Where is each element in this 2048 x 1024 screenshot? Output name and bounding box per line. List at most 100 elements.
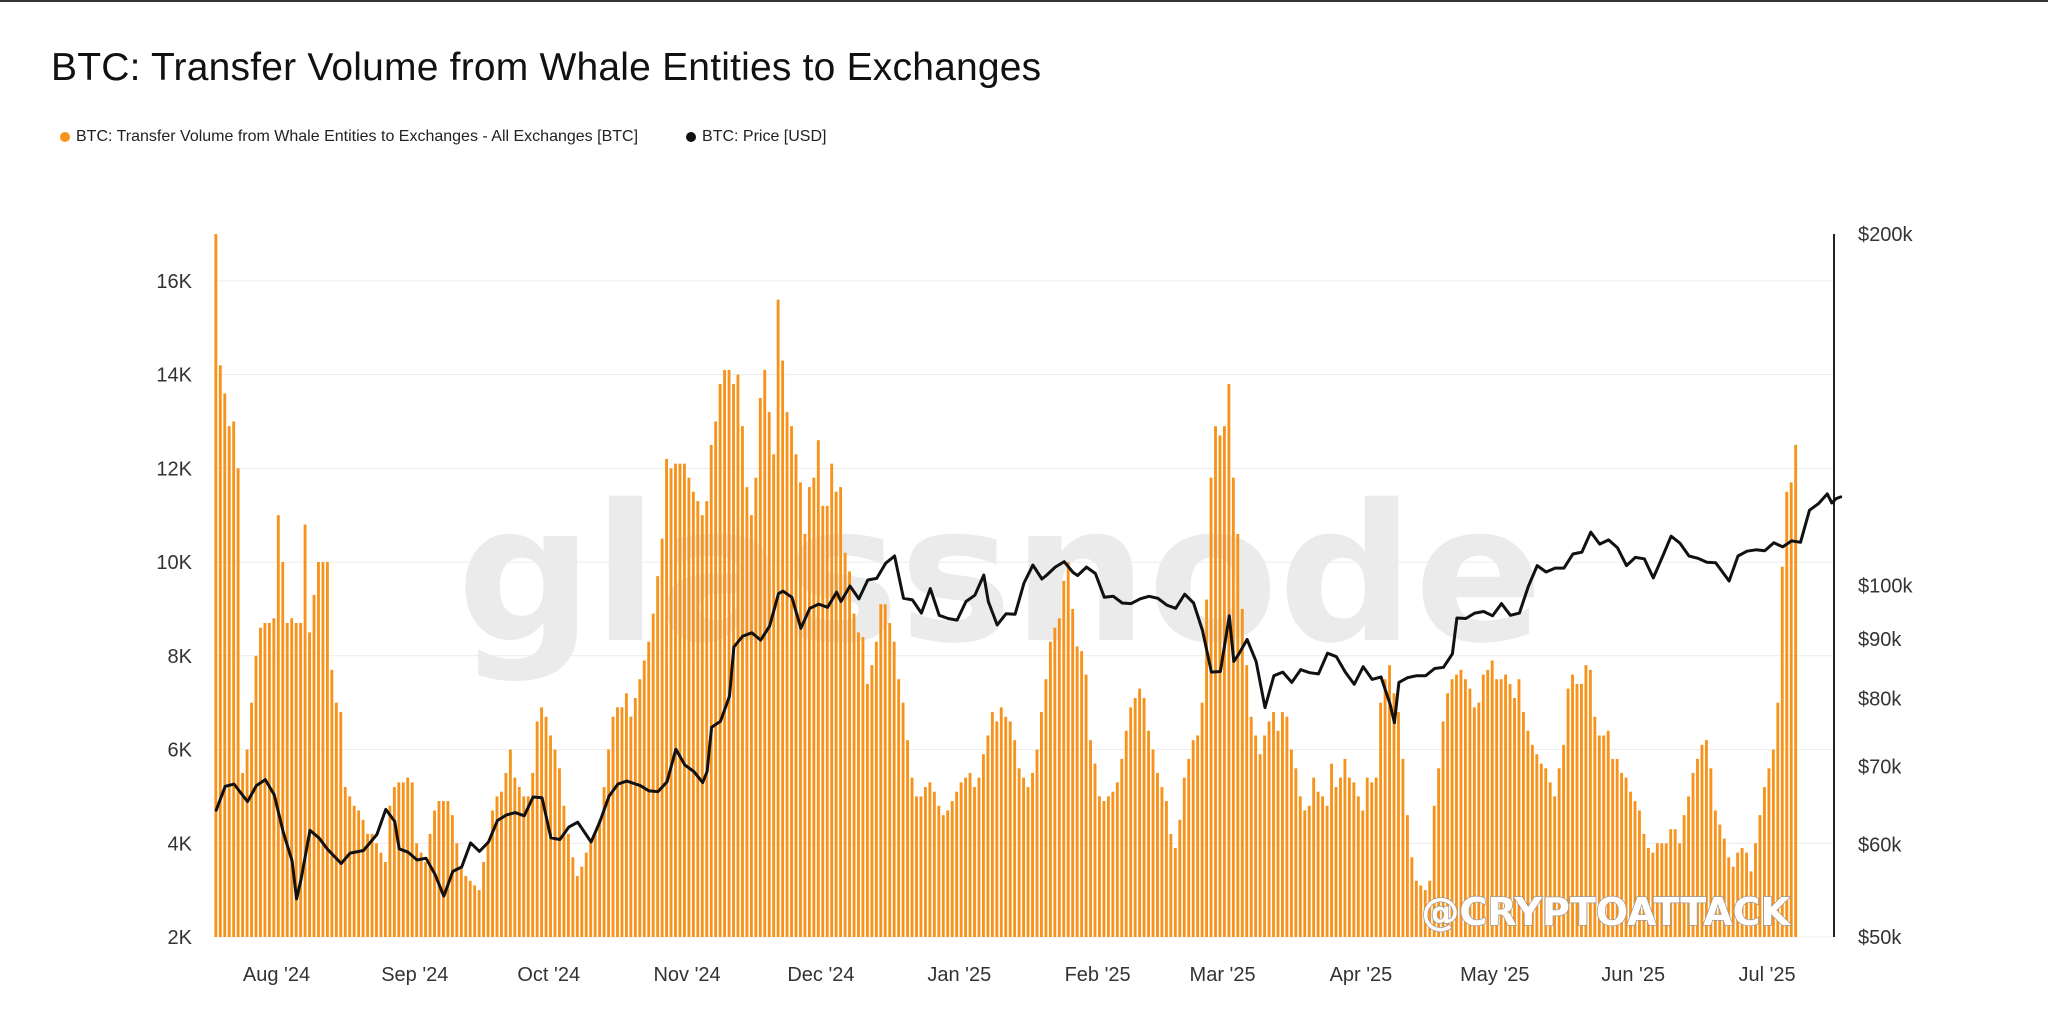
volume-bar bbox=[535, 721, 539, 937]
volume-bar bbox=[1397, 712, 1400, 937]
volume-bar bbox=[1700, 744, 1704, 937]
volume-bar bbox=[361, 819, 365, 937]
volume-bar bbox=[290, 618, 294, 937]
y-right-tick-label: $100k bbox=[1858, 576, 1913, 598]
volume-bar bbox=[803, 533, 807, 937]
volume-bar bbox=[1691, 772, 1695, 937]
volume-bar bbox=[1477, 702, 1481, 937]
volume-bar bbox=[821, 505, 825, 937]
volume-bar bbox=[932, 791, 936, 937]
volume-bar bbox=[950, 801, 954, 937]
volume-bar bbox=[1713, 810, 1717, 937]
volume-bar bbox=[1240, 608, 1244, 937]
volume-bar bbox=[1530, 744, 1534, 937]
volume-bar bbox=[1303, 810, 1307, 937]
volume-bar bbox=[1562, 744, 1566, 937]
legend-label-price: BTC: Price [USD] bbox=[702, 128, 827, 145]
legend-dot-volume bbox=[60, 132, 70, 142]
volume-bar bbox=[1031, 772, 1034, 937]
volume-bar bbox=[915, 796, 918, 937]
volume-bar bbox=[1571, 674, 1574, 937]
volume-bar bbox=[401, 782, 405, 937]
x-tick-label: Sep '24 bbox=[381, 964, 448, 986]
volume-bar bbox=[718, 383, 722, 938]
volume-bar bbox=[937, 805, 941, 937]
volume-bar bbox=[522, 796, 526, 937]
volume-bar bbox=[825, 505, 829, 937]
volume-bar bbox=[455, 843, 459, 937]
volume-bar bbox=[1687, 796, 1690, 937]
volume-bar bbox=[888, 622, 892, 937]
volume-bar bbox=[526, 796, 530, 937]
volume-bar bbox=[250, 702, 253, 937]
volume-bar bbox=[468, 880, 472, 937]
volume-bar bbox=[312, 594, 316, 937]
volume-bar bbox=[1526, 730, 1530, 937]
volume-bar bbox=[790, 426, 793, 937]
volume-bar bbox=[1245, 665, 1249, 937]
volume-bar bbox=[366, 833, 369, 937]
volume-bar bbox=[1682, 815, 1686, 937]
volume-bar bbox=[1548, 782, 1552, 937]
volume-bar bbox=[531, 772, 535, 937]
volume-bar bbox=[1334, 787, 1338, 937]
y-left-tick-label: 8K bbox=[168, 646, 193, 668]
volume-bar bbox=[665, 458, 668, 937]
volume-bar bbox=[767, 412, 771, 938]
volume-bar bbox=[1209, 477, 1213, 937]
volume-bar bbox=[1553, 796, 1557, 937]
volume-bar bbox=[1383, 679, 1387, 937]
volume-bar bbox=[1709, 768, 1713, 937]
y-left-tick-label: 2K bbox=[168, 927, 193, 949]
volume-bar bbox=[281, 562, 285, 937]
volume-bar bbox=[486, 843, 490, 937]
x-tick-label: Aug '24 bbox=[243, 964, 310, 986]
volume-bar bbox=[1098, 796, 1101, 937]
volume-bar bbox=[848, 571, 851, 937]
volume-bar bbox=[339, 712, 343, 937]
volume-bar bbox=[1624, 777, 1628, 937]
volume-bar bbox=[1236, 533, 1240, 937]
legend-dot-price bbox=[686, 132, 697, 142]
volume-bar bbox=[1450, 679, 1454, 937]
volume-bar bbox=[321, 562, 325, 937]
volume-bar bbox=[1472, 707, 1476, 937]
volume-bar bbox=[1736, 852, 1740, 937]
legend-item-price[interactable]: BTC: Price [USD] bbox=[686, 128, 826, 146]
volume-bar bbox=[227, 426, 231, 937]
volume-bar bbox=[566, 833, 570, 937]
volume-bar bbox=[397, 782, 401, 937]
volume-bar bbox=[245, 749, 249, 937]
volume-bar bbox=[1776, 702, 1780, 937]
volume-bar bbox=[504, 772, 508, 937]
volume-bar bbox=[620, 707, 624, 937]
credit-text: @CRYPTOATTACK bbox=[1421, 890, 1791, 934]
volume-bar bbox=[1289, 749, 1293, 937]
volume-bar bbox=[1754, 843, 1757, 937]
volume-bar bbox=[1169, 833, 1173, 937]
volume-bar bbox=[1655, 843, 1659, 937]
volume-bar bbox=[1463, 679, 1467, 937]
volume-bar bbox=[1615, 758, 1619, 937]
volume-bar bbox=[1133, 697, 1137, 937]
volume-bar bbox=[1401, 758, 1405, 937]
volume-bar bbox=[1294, 768, 1298, 937]
volume-bar bbox=[923, 787, 927, 937]
y-left-tick-label: 14K bbox=[156, 365, 192, 387]
volume-bar bbox=[807, 487, 811, 937]
volume-bar bbox=[500, 791, 503, 937]
volume-bar bbox=[593, 833, 597, 937]
volume-bar bbox=[1405, 815, 1409, 937]
volume-bar bbox=[1414, 880, 1418, 937]
volume-bar bbox=[540, 707, 544, 937]
volume-bar bbox=[633, 697, 637, 937]
volume-bar bbox=[1517, 679, 1521, 937]
legend-item-volume[interactable]: BTC: Transfer Volume from Whale Entities… bbox=[60, 128, 638, 146]
volume-bar bbox=[1678, 843, 1682, 937]
volume-bar bbox=[995, 721, 999, 937]
volume-bar bbox=[1365, 777, 1369, 937]
x-tick-label: Feb '25 bbox=[1065, 964, 1131, 986]
volume-bar bbox=[285, 622, 289, 937]
volume-bar bbox=[223, 393, 227, 938]
volume-bar bbox=[1026, 787, 1030, 937]
